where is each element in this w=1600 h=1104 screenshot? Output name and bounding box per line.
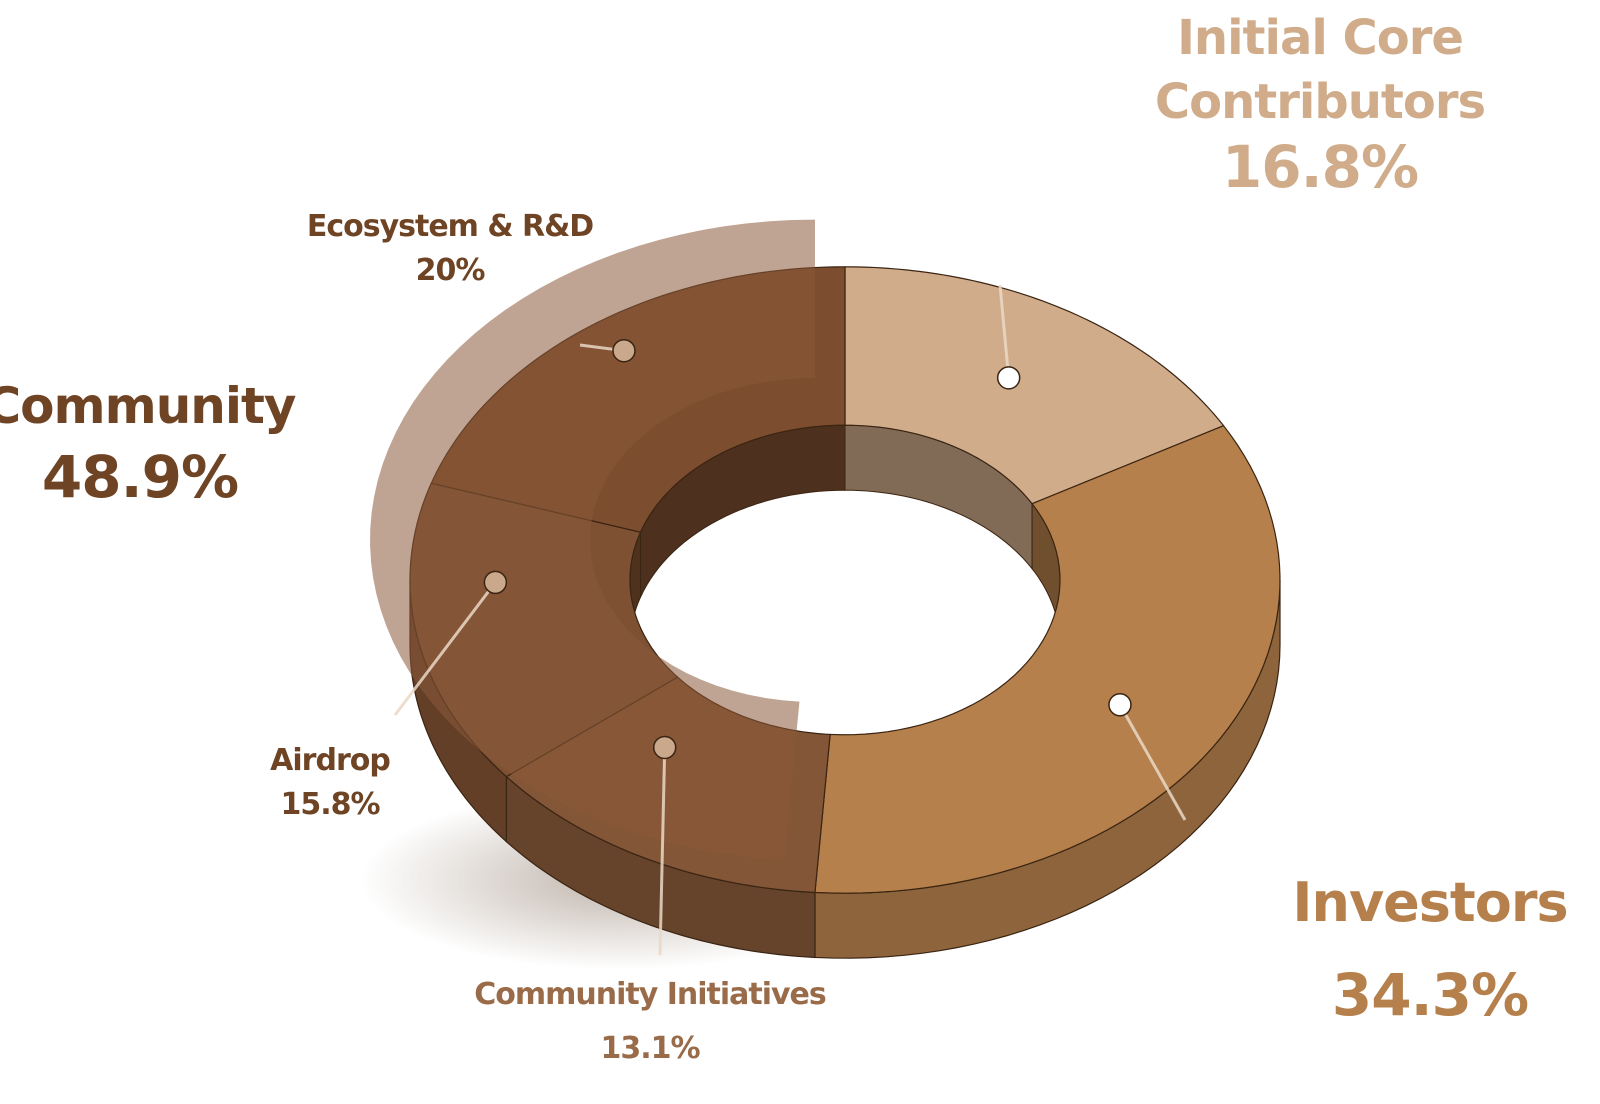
label-name: Airdrop bbox=[270, 743, 391, 778]
label-pct: 15.8% bbox=[280, 787, 380, 822]
leader-line-3 bbox=[393, 581, 497, 716]
label-initial-core-contributors: Initial Core Contributors 16.8% bbox=[1140, 6, 1500, 200]
label-pct: 34.3% bbox=[1331, 961, 1529, 1029]
marker-dot-0 bbox=[996, 366, 1021, 390]
label-investors: Investors 34.3% bbox=[1280, 868, 1580, 1028]
marker-dot-4 bbox=[612, 338, 636, 363]
label-community: Community 48.9% bbox=[0, 376, 300, 510]
label-name: Ecosystem & R&D bbox=[306, 209, 594, 244]
marker-dot-1 bbox=[1108, 693, 1132, 717]
label-pct: 13.1% bbox=[600, 1031, 700, 1066]
label-pct: 48.9% bbox=[41, 443, 239, 511]
community-overlay bbox=[370, 219, 815, 860]
label-airdrop: Airdrop 15.8% bbox=[230, 740, 430, 828]
leader-line-2 bbox=[658, 747, 667, 956]
label-pct: 20% bbox=[415, 253, 486, 288]
label-name: Initial Core Contributors bbox=[1154, 10, 1486, 130]
leader-line-0 bbox=[998, 284, 1011, 378]
label-community-initiatives: Community Initiatives 13.1% bbox=[440, 974, 860, 1072]
leader-line-1 bbox=[1118, 704, 1187, 821]
community-group-overlay bbox=[370, 219, 815, 860]
label-name: Community Initiatives bbox=[474, 977, 827, 1012]
label-name: Community bbox=[0, 377, 297, 435]
leader-lines bbox=[393, 284, 1187, 956]
label-name: Investors bbox=[1292, 871, 1568, 934]
slice-investors bbox=[814, 424, 1281, 894]
label-ecosystem: Ecosystem & R&D 20% bbox=[290, 206, 610, 294]
marker-dot-3 bbox=[483, 570, 508, 595]
label-pct: 16.8% bbox=[1221, 133, 1419, 201]
slice-initial-core-contributors bbox=[844, 266, 1225, 505]
marker-dot-2 bbox=[652, 735, 677, 760]
